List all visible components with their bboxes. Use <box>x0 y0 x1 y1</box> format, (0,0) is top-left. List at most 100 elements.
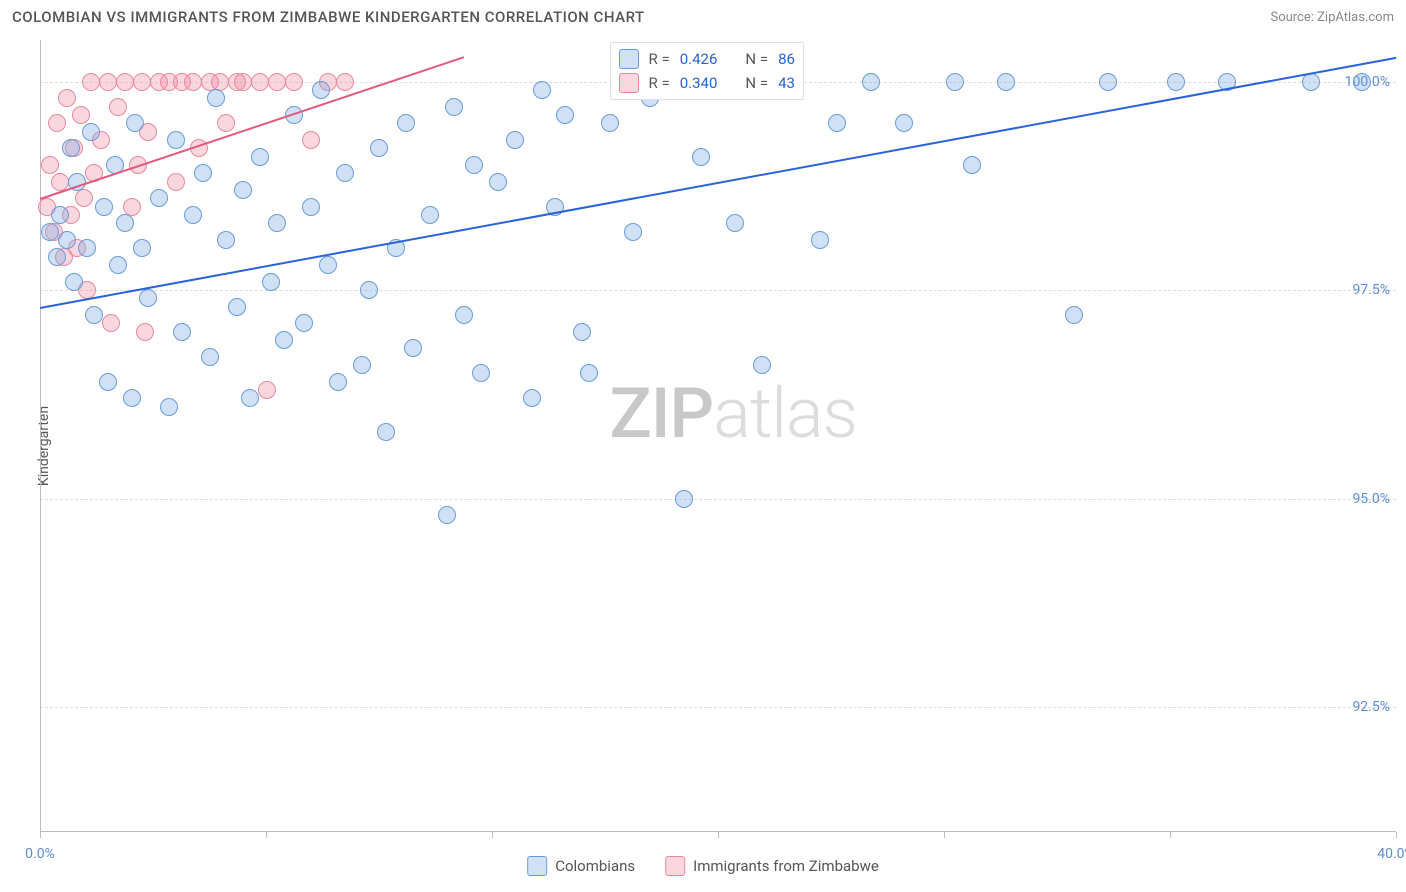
chart-container: COLOMBIAN VS IMMIGRANTS FROM ZIMBABWE KI… <box>0 0 1406 892</box>
data-point-colombians <box>62 139 80 157</box>
x-tick <box>266 832 267 838</box>
data-point-zimbabwe <box>82 73 100 91</box>
data-point-zimbabwe <box>136 323 154 341</box>
data-point-zimbabwe <box>116 73 134 91</box>
data-point-colombians <box>533 81 551 99</box>
data-point-colombians <box>336 164 354 182</box>
data-point-colombians <box>207 89 225 107</box>
x-tick <box>718 832 719 838</box>
data-point-zimbabwe <box>133 73 151 91</box>
data-point-colombians <box>82 123 100 141</box>
data-point-colombians <box>1099 73 1117 91</box>
data-point-zimbabwe <box>102 314 120 332</box>
data-point-colombians <box>78 239 96 257</box>
data-point-colombians <box>438 506 456 524</box>
gridline <box>40 290 1396 291</box>
data-point-colombians <box>963 156 981 174</box>
data-point-colombians <box>946 73 964 91</box>
data-point-colombians <box>895 114 913 132</box>
data-point-colombians <box>601 114 619 132</box>
data-point-zimbabwe <box>75 189 93 207</box>
data-point-colombians <box>160 398 178 416</box>
x-tick <box>944 832 945 838</box>
chart-title: COLOMBIAN VS IMMIGRANTS FROM ZIMBABWE KI… <box>12 8 645 26</box>
stats-swatch <box>619 73 639 93</box>
data-point-colombians <box>404 339 422 357</box>
legend-item-colombians: Colombians <box>527 856 635 876</box>
data-point-colombians <box>275 331 293 349</box>
stats-row: R =0.340N =43 <box>619 71 795 95</box>
legend-swatch-colombians <box>527 856 547 876</box>
data-point-colombians <box>573 323 591 341</box>
data-point-colombians <box>48 248 66 266</box>
legend-label-zimbabwe: Immigrants from Zimbabwe <box>693 857 879 875</box>
data-point-zimbabwe <box>258 381 276 399</box>
stats-swatch <box>619 49 639 69</box>
data-point-colombians <box>624 223 642 241</box>
data-point-colombians <box>1065 306 1083 324</box>
data-point-colombians <box>329 373 347 391</box>
r-label: R = <box>649 50 670 68</box>
data-point-colombians <box>472 364 490 382</box>
data-point-colombians <box>811 231 829 249</box>
data-point-colombians <box>377 423 395 441</box>
data-point-colombians <box>201 348 219 366</box>
data-point-zimbabwe <box>58 89 76 107</box>
data-point-colombians <box>523 389 541 407</box>
x-tick-label: 0.0% <box>25 846 55 862</box>
data-point-colombians <box>445 98 463 116</box>
data-point-colombians <box>580 364 598 382</box>
data-point-colombians <box>489 173 507 191</box>
r-label: R = <box>649 74 670 92</box>
gridline <box>40 707 1396 708</box>
data-point-colombians <box>455 306 473 324</box>
data-point-colombians <box>862 73 880 91</box>
legend-bottom: Colombians Immigrants from Zimbabwe <box>527 856 879 876</box>
data-point-colombians <box>465 156 483 174</box>
data-point-colombians <box>99 373 117 391</box>
data-point-colombians <box>241 389 259 407</box>
data-point-colombians <box>1353 73 1371 91</box>
n-value: 43 <box>778 74 795 92</box>
data-point-colombians <box>251 148 269 166</box>
data-point-colombians <box>126 114 144 132</box>
data-point-zimbabwe <box>99 73 117 91</box>
data-point-zimbabwe <box>109 98 127 116</box>
x-tick-label: 40.0% <box>1377 846 1406 862</box>
data-point-zimbabwe <box>48 114 66 132</box>
data-point-colombians <box>506 131 524 149</box>
r-value: 0.426 <box>680 50 718 68</box>
data-point-colombians <box>1167 73 1185 91</box>
data-point-colombians <box>139 289 157 307</box>
data-point-zimbabwe <box>123 198 141 216</box>
data-point-colombians <box>319 256 337 274</box>
data-point-colombians <box>228 298 246 316</box>
data-point-zimbabwe <box>217 114 235 132</box>
header: COLOMBIAN VS IMMIGRANTS FROM ZIMBABWE KI… <box>0 0 1406 38</box>
data-point-colombians <box>726 214 744 232</box>
data-point-colombians <box>360 281 378 299</box>
data-point-colombians <box>753 356 771 374</box>
data-point-colombians <box>234 181 252 199</box>
data-point-zimbabwe <box>72 106 90 124</box>
n-label: N = <box>745 50 768 68</box>
legend-label-colombians: Colombians <box>555 857 635 875</box>
y-tick-label: 92.5% <box>1352 699 1390 715</box>
plot-area: 92.5%95.0%97.5%100.0%0.0%40.0%ZIPatlasR … <box>40 40 1396 832</box>
data-point-zimbabwe <box>302 131 320 149</box>
data-point-colombians <box>65 273 83 291</box>
x-tick <box>40 832 41 838</box>
source-label: Source: ZipAtlas.com <box>1270 10 1394 25</box>
data-point-colombians <box>109 256 127 274</box>
data-point-colombians <box>123 389 141 407</box>
legend-swatch-zimbabwe <box>665 856 685 876</box>
data-point-colombians <box>353 356 371 374</box>
data-point-zimbabwe <box>285 73 303 91</box>
data-point-zimbabwe <box>234 73 252 91</box>
data-point-colombians <box>41 223 59 241</box>
x-tick <box>1396 832 1397 838</box>
data-point-colombians <box>194 164 212 182</box>
legend-item-zimbabwe: Immigrants from Zimbabwe <box>665 856 879 876</box>
data-point-colombians <box>397 114 415 132</box>
stats-legend: R =0.426N =86R =0.340N =43 <box>610 42 804 100</box>
